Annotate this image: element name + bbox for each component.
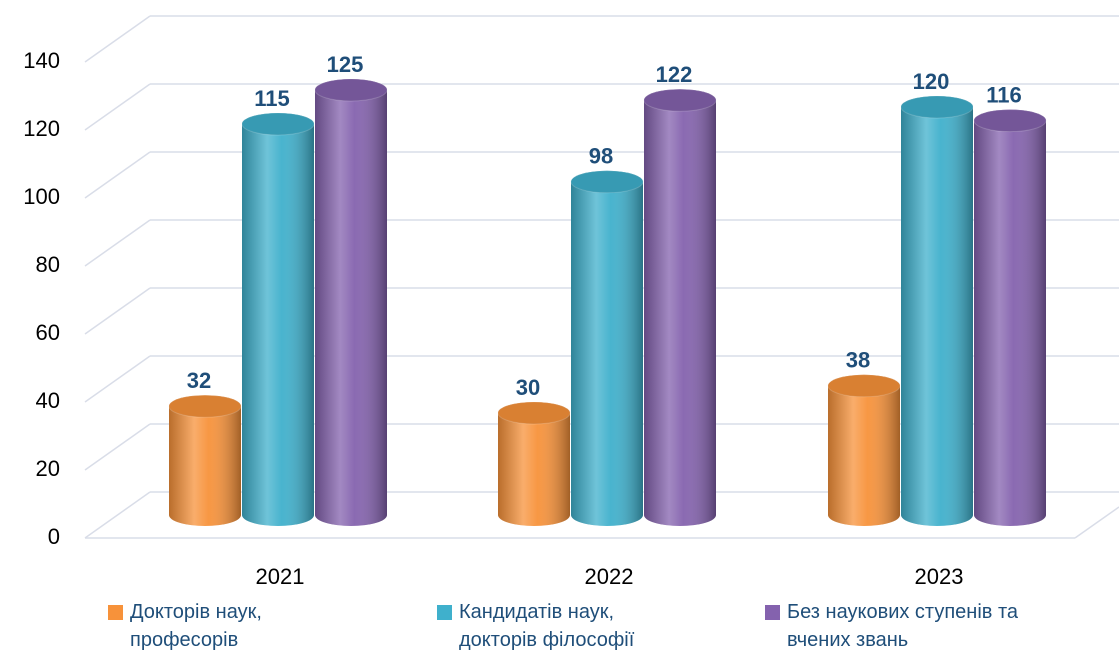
bar-shading	[901, 96, 973, 526]
grid-line-side	[84, 219, 151, 267]
bar-shading	[242, 113, 314, 526]
grid-line-side	[84, 287, 151, 335]
grid-line-side	[84, 151, 151, 199]
bar-top-shade	[169, 395, 241, 418]
bar-top	[570, 170, 644, 194]
bar-top	[973, 109, 1047, 133]
y-tick-label: 80	[36, 252, 60, 277]
bar-shading	[974, 109, 1046, 526]
bar-top	[168, 394, 242, 418]
bar-top	[900, 95, 974, 119]
bar-shading	[498, 402, 570, 526]
y-tick-label: 0	[48, 524, 60, 549]
floor-side	[1074, 506, 1119, 539]
legend-label: Докторів наук, професорів	[130, 601, 262, 651]
legend-swatch	[765, 605, 780, 620]
value-label: 30	[516, 375, 540, 400]
grid-line-side	[84, 83, 151, 131]
legend-label: Кандидатів наук, докторів філософії	[459, 601, 635, 651]
bar-top-shade	[571, 170, 643, 193]
y-tick-label: 40	[36, 388, 60, 413]
legend-item: Без наукових ступенів та вчених звань	[765, 598, 1032, 654]
grid-line-side	[84, 491, 151, 539]
y-tick-label: 140	[23, 48, 60, 73]
y-tick-label: 60	[36, 320, 60, 345]
bar-top-shade	[644, 89, 716, 112]
x-tick-label: 2021	[256, 564, 305, 589]
legend: Докторів наук, професорів Кандидатів наук…	[0, 598, 1119, 658]
value-label: 120	[913, 69, 950, 94]
bar-top	[643, 88, 717, 112]
value-label: 115	[254, 86, 290, 111]
value-label: 116	[986, 82, 1022, 107]
value-label: 125	[327, 52, 364, 77]
bar-top-shade	[315, 79, 387, 101]
legend-label: Без наукових ступенів та вчених звань	[787, 601, 1018, 651]
bar-top	[241, 112, 315, 136]
bar-top-shade	[901, 96, 973, 118]
bar-shading	[571, 170, 643, 526]
value-label: 38	[846, 348, 870, 373]
bar-top-shade	[498, 402, 570, 424]
grid-line-side	[84, 355, 151, 403]
bar-shading	[169, 395, 241, 526]
x-tick-label: 2022	[585, 564, 634, 589]
bar-top-shade	[974, 109, 1046, 132]
bar-top-shade	[828, 374, 900, 397]
bar-top	[497, 401, 571, 425]
legend-item: Кандидатів наук, докторів філософії	[437, 598, 654, 654]
bar-top	[314, 78, 388, 102]
bar-top	[827, 374, 901, 398]
legend-item: Докторів наук, професорів	[108, 598, 305, 654]
y-tick-label: 20	[36, 456, 60, 481]
y-tick-label: 120	[23, 116, 60, 141]
legend-swatch	[437, 605, 452, 620]
bar-top-shade	[242, 113, 314, 135]
grid-line-side	[84, 423, 151, 471]
x-tick-label: 2023	[915, 564, 964, 589]
grid-line-side	[84, 15, 151, 63]
bar-shading	[315, 79, 387, 526]
chart: 0 20 40 60 80 100 120 140 2021 2022 2023 32 30 38 115 9…	[23, 15, 1119, 589]
legend-swatch	[108, 605, 123, 620]
value-label: 32	[187, 368, 211, 393]
value-label: 122	[656, 62, 693, 87]
bar-shading	[644, 89, 716, 526]
y-tick-label: 100	[23, 184, 60, 209]
bar-shading	[828, 374, 900, 526]
value-label: 98	[589, 144, 613, 169]
